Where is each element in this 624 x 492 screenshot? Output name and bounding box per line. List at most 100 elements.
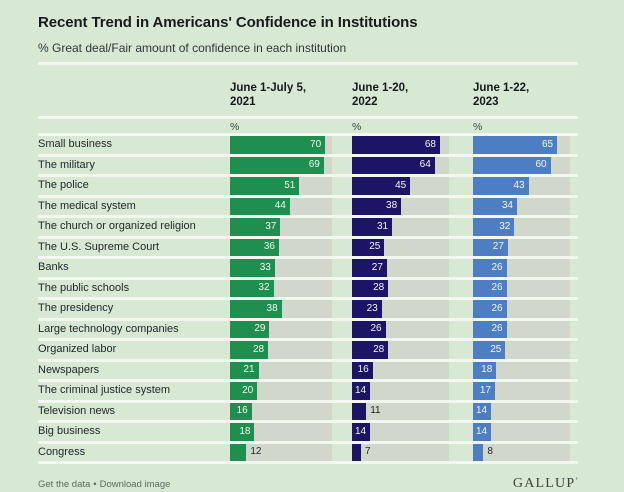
bar-track: 70 — [230, 136, 332, 154]
bar-track: 26 — [473, 320, 570, 338]
bar-2021: 28 — [230, 341, 269, 359]
bar-cell: 8 — [473, 443, 578, 461]
bar-2023: 18 — [473, 361, 497, 379]
bar-cell: 29 — [230, 320, 352, 338]
get-the-data-link[interactable]: Get the data — [38, 479, 91, 490]
bar-2021: 21 — [230, 361, 259, 379]
bar-cell: 18 — [473, 361, 578, 379]
bar-value: 60 — [535, 159, 547, 171]
bar-value: 45 — [395, 179, 407, 191]
bar-value: 16 — [357, 364, 369, 376]
row-label: Organized labor — [38, 343, 117, 356]
bar-2023: 17 — [473, 382, 495, 400]
bar-value: 12 — [250, 446, 262, 458]
bar-cell: 70 — [230, 136, 352, 154]
bar-2022: 27 — [352, 259, 387, 277]
bar-2022: 28 — [352, 279, 389, 297]
bar-2023: 26 — [473, 279, 507, 297]
bar-track: 12 — [230, 443, 332, 461]
divider — [38, 116, 578, 119]
table-row: The public schools 32 28 26 — [38, 279, 578, 300]
bar-2021: 18 — [230, 423, 255, 441]
bar-2022: 14 — [352, 382, 371, 400]
bar-track: 38 — [230, 300, 332, 318]
column-header-2022: June 1-20, 2022 — [352, 82, 409, 108]
row-label: Television news — [38, 404, 116, 417]
bar-2022: 28 — [352, 341, 389, 359]
bar-2021: 20 — [230, 382, 258, 400]
bar-value: 18 — [239, 425, 251, 437]
bar-track: 14 — [473, 402, 570, 420]
table-row: The church or organized religion 37 31 32 — [38, 218, 578, 239]
bar-cell: 14 — [473, 402, 578, 420]
bar-track: 29 — [230, 320, 332, 338]
bar-value: 7 — [365, 446, 371, 458]
bar-cell: 26 — [473, 279, 578, 297]
bar-value: 64 — [419, 159, 431, 171]
bar-track: 20 — [230, 382, 332, 400]
bar-track: 11 — [352, 402, 449, 420]
bar-value: 33 — [259, 261, 271, 273]
bar-track: 16 — [230, 402, 332, 420]
bar-cell: 27 — [473, 238, 578, 256]
row-label: Small business — [38, 138, 112, 151]
row-label: The police — [38, 179, 89, 192]
row-label: Banks — [38, 261, 69, 274]
bar-cell: 28 — [352, 341, 473, 359]
bar-cell: 23 — [352, 300, 473, 318]
bar-value: 29 — [254, 323, 266, 335]
bar-track: 36 — [230, 238, 332, 256]
download-image-link[interactable]: Download image — [99, 479, 171, 490]
bar-cell: 26 — [473, 300, 578, 318]
bar-track: 64 — [352, 156, 449, 174]
bar-2021: 70 — [230, 136, 326, 154]
bar-track: 26 — [352, 320, 449, 338]
bar-track: 45 — [352, 177, 449, 195]
bar-value: 44 — [274, 200, 286, 212]
table-row: Organized labor 28 28 25 — [38, 341, 578, 362]
row-label: The military — [38, 158, 95, 171]
chart-title: Recent Trend in Americans' Confidence in… — [38, 14, 418, 31]
bar-value: 27 — [371, 261, 383, 273]
bar-cell: 32 — [230, 279, 352, 297]
bar-track: 17 — [473, 382, 570, 400]
bar-2022: 11 — [352, 402, 381, 420]
footer-separator: • — [93, 479, 97, 490]
bar-cell: 44 — [230, 197, 352, 215]
table-row: Small business 70 68 65 — [38, 136, 578, 157]
footer: Get the data • Download image GALLUP’ — [38, 476, 578, 492]
bar-track: 25 — [352, 238, 449, 256]
bar-track: 23 — [352, 300, 449, 318]
row-label: Congress — [38, 445, 86, 458]
bar-value: 38 — [266, 302, 278, 314]
bar-value: 16 — [236, 405, 248, 417]
divider — [38, 62, 578, 65]
bar-track: 60 — [473, 156, 570, 174]
bar-cell: 14 — [352, 423, 473, 441]
row-label: The public schools — [38, 281, 130, 294]
bar-cell: 14 — [352, 382, 473, 400]
trademark-mark: ’ — [575, 476, 578, 485]
bar-2021: 36 — [230, 238, 279, 256]
bar-track: 26 — [473, 279, 570, 297]
bar-track: 38 — [352, 197, 449, 215]
bar-2023: 26 — [473, 300, 507, 318]
bar-value: 51 — [284, 179, 296, 191]
bar-2022: 16 — [352, 361, 373, 379]
bar-2022: 31 — [352, 218, 393, 236]
bar-2022: 25 — [352, 238, 385, 256]
bar-cell: 26 — [473, 320, 578, 338]
bar-cell: 16 — [352, 361, 473, 379]
bar-track: 33 — [230, 259, 332, 277]
column-header-2023: June 1-22, 2023 — [473, 82, 530, 108]
table-row: Large technology companies 29 26 26 — [38, 320, 578, 341]
bar-value: 18 — [481, 364, 493, 376]
unit-label: % — [473, 120, 483, 133]
bar-track: 37 — [230, 218, 332, 236]
bar-2023: 8 — [473, 443, 493, 461]
bar-track: 14 — [352, 423, 449, 441]
bar-track: 14 — [473, 423, 570, 441]
bar-value: 20 — [242, 384, 254, 396]
bar-value: 28 — [373, 282, 385, 294]
bar-2021: 69 — [230, 156, 324, 174]
